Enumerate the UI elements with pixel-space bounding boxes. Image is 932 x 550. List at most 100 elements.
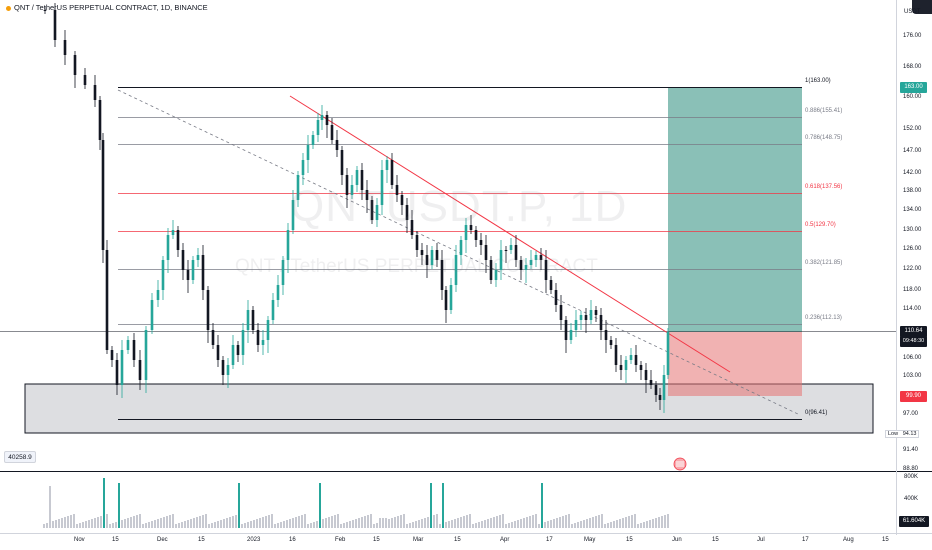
volume-bar bbox=[238, 483, 240, 528]
candle-body bbox=[440, 260, 444, 290]
candle-body bbox=[266, 320, 270, 340]
candle-body bbox=[256, 330, 260, 345]
volume-bar bbox=[307, 524, 309, 528]
candle-body bbox=[101, 140, 105, 250]
candlestick-series[interactable] bbox=[43, 3, 670, 413]
candle-body bbox=[105, 250, 109, 350]
candle-body bbox=[395, 185, 399, 195]
time-tick: Jul bbox=[757, 537, 765, 543]
volume-bar bbox=[166, 516, 168, 528]
volume-bar bbox=[646, 521, 648, 528]
volume-bar bbox=[382, 518, 384, 528]
candle-body bbox=[529, 260, 533, 265]
volume-bar bbox=[229, 517, 231, 528]
candle-body bbox=[216, 345, 220, 360]
volume-bar bbox=[544, 522, 546, 528]
volume-bar bbox=[142, 524, 144, 528]
volume-bar bbox=[136, 515, 138, 528]
candle-body bbox=[634, 355, 638, 365]
volume-bar bbox=[226, 518, 228, 528]
volume-bar bbox=[322, 519, 324, 528]
fib-level-label: 0.618(137.56) bbox=[805, 184, 843, 190]
volume-bar bbox=[46, 523, 48, 528]
time-tick: Dec bbox=[157, 537, 168, 543]
candle-body bbox=[544, 260, 548, 280]
volume-bar bbox=[412, 522, 414, 528]
alert-icon[interactable] bbox=[672, 457, 688, 471]
volume-bar bbox=[91, 519, 93, 528]
volume-bar bbox=[661, 516, 663, 528]
volume-bar bbox=[301, 515, 303, 528]
time-tick: 17 bbox=[546, 537, 553, 543]
volume-bar bbox=[547, 521, 549, 528]
candle-body bbox=[166, 235, 170, 260]
volume-bar bbox=[346, 522, 348, 528]
candle-body bbox=[579, 315, 583, 320]
candle-body bbox=[459, 240, 463, 255]
symbol-title: QNT / TetherUS PERPETUAL CONTRACT, 1D, B… bbox=[14, 3, 208, 12]
volume-bar bbox=[100, 516, 102, 528]
volume-bar bbox=[373, 524, 375, 528]
candle-body bbox=[120, 350, 124, 385]
volume-bar bbox=[175, 524, 177, 528]
volume-bar bbox=[259, 518, 261, 528]
corner-menu-button[interactable] bbox=[912, 0, 932, 14]
volume-bar bbox=[289, 519, 291, 528]
countdown-tag: 09:48:30 bbox=[900, 336, 927, 347]
candle-body bbox=[594, 310, 598, 315]
chart-title: QNT / TetherUS PERPETUAL CONTRACT, 1D, B… bbox=[6, 3, 208, 12]
volume-bar bbox=[538, 524, 540, 528]
price-tick: 134.00 bbox=[903, 207, 922, 213]
volume-bar bbox=[355, 519, 357, 528]
volume-bar bbox=[631, 515, 633, 528]
volume-series[interactable] bbox=[43, 478, 669, 528]
volume-bar bbox=[589, 518, 591, 528]
volume-bar bbox=[292, 518, 294, 528]
volume-bar bbox=[403, 514, 405, 528]
candle-body bbox=[639, 365, 643, 370]
volume-bar bbox=[220, 520, 222, 528]
time-tick: 15 bbox=[454, 537, 461, 543]
volume-bar bbox=[52, 521, 54, 528]
time-tick: Aug bbox=[843, 537, 854, 543]
fibonacci-lines[interactable] bbox=[118, 87, 802, 420]
volume-bar bbox=[223, 519, 225, 528]
volume-bar bbox=[235, 515, 237, 528]
resistance-trendline[interactable] bbox=[289, 95, 731, 373]
candle-body bbox=[236, 345, 240, 355]
volume-bar bbox=[268, 515, 270, 528]
volume-bar bbox=[421, 519, 423, 528]
volume-bar bbox=[310, 523, 312, 528]
volume-bar bbox=[592, 517, 594, 528]
volume-bar bbox=[151, 521, 153, 528]
volume-bar bbox=[352, 520, 354, 528]
indicator-value-box: 40258.9 bbox=[4, 451, 36, 463]
volume-bar bbox=[295, 517, 297, 528]
volume-bar bbox=[358, 518, 360, 528]
price-tick: 88.80 bbox=[903, 466, 919, 472]
candle-body bbox=[340, 150, 344, 175]
volume-bar bbox=[502, 514, 504, 528]
volume-bar bbox=[466, 515, 468, 528]
fib-level-label: 1(163.00) bbox=[805, 78, 831, 84]
volume-bar bbox=[391, 518, 393, 528]
volume-bar bbox=[157, 519, 159, 528]
volume-bar bbox=[331, 516, 333, 528]
volume-bar bbox=[61, 518, 63, 528]
volume-bar bbox=[184, 521, 186, 528]
target-zone[interactable] bbox=[668, 87, 802, 332]
volume-bar bbox=[667, 514, 669, 528]
volume-bar bbox=[262, 517, 264, 528]
candle-body bbox=[132, 340, 136, 360]
volume-bar bbox=[181, 522, 183, 528]
candle-body bbox=[514, 245, 518, 260]
candle-body bbox=[474, 230, 478, 240]
volume-bar bbox=[64, 517, 66, 528]
candle-body bbox=[564, 320, 568, 340]
stop-zone[interactable] bbox=[668, 332, 802, 396]
volume-bar bbox=[274, 524, 276, 528]
volume-bar bbox=[202, 515, 204, 528]
volume-bar bbox=[217, 521, 219, 528]
volume-bar bbox=[463, 516, 465, 528]
